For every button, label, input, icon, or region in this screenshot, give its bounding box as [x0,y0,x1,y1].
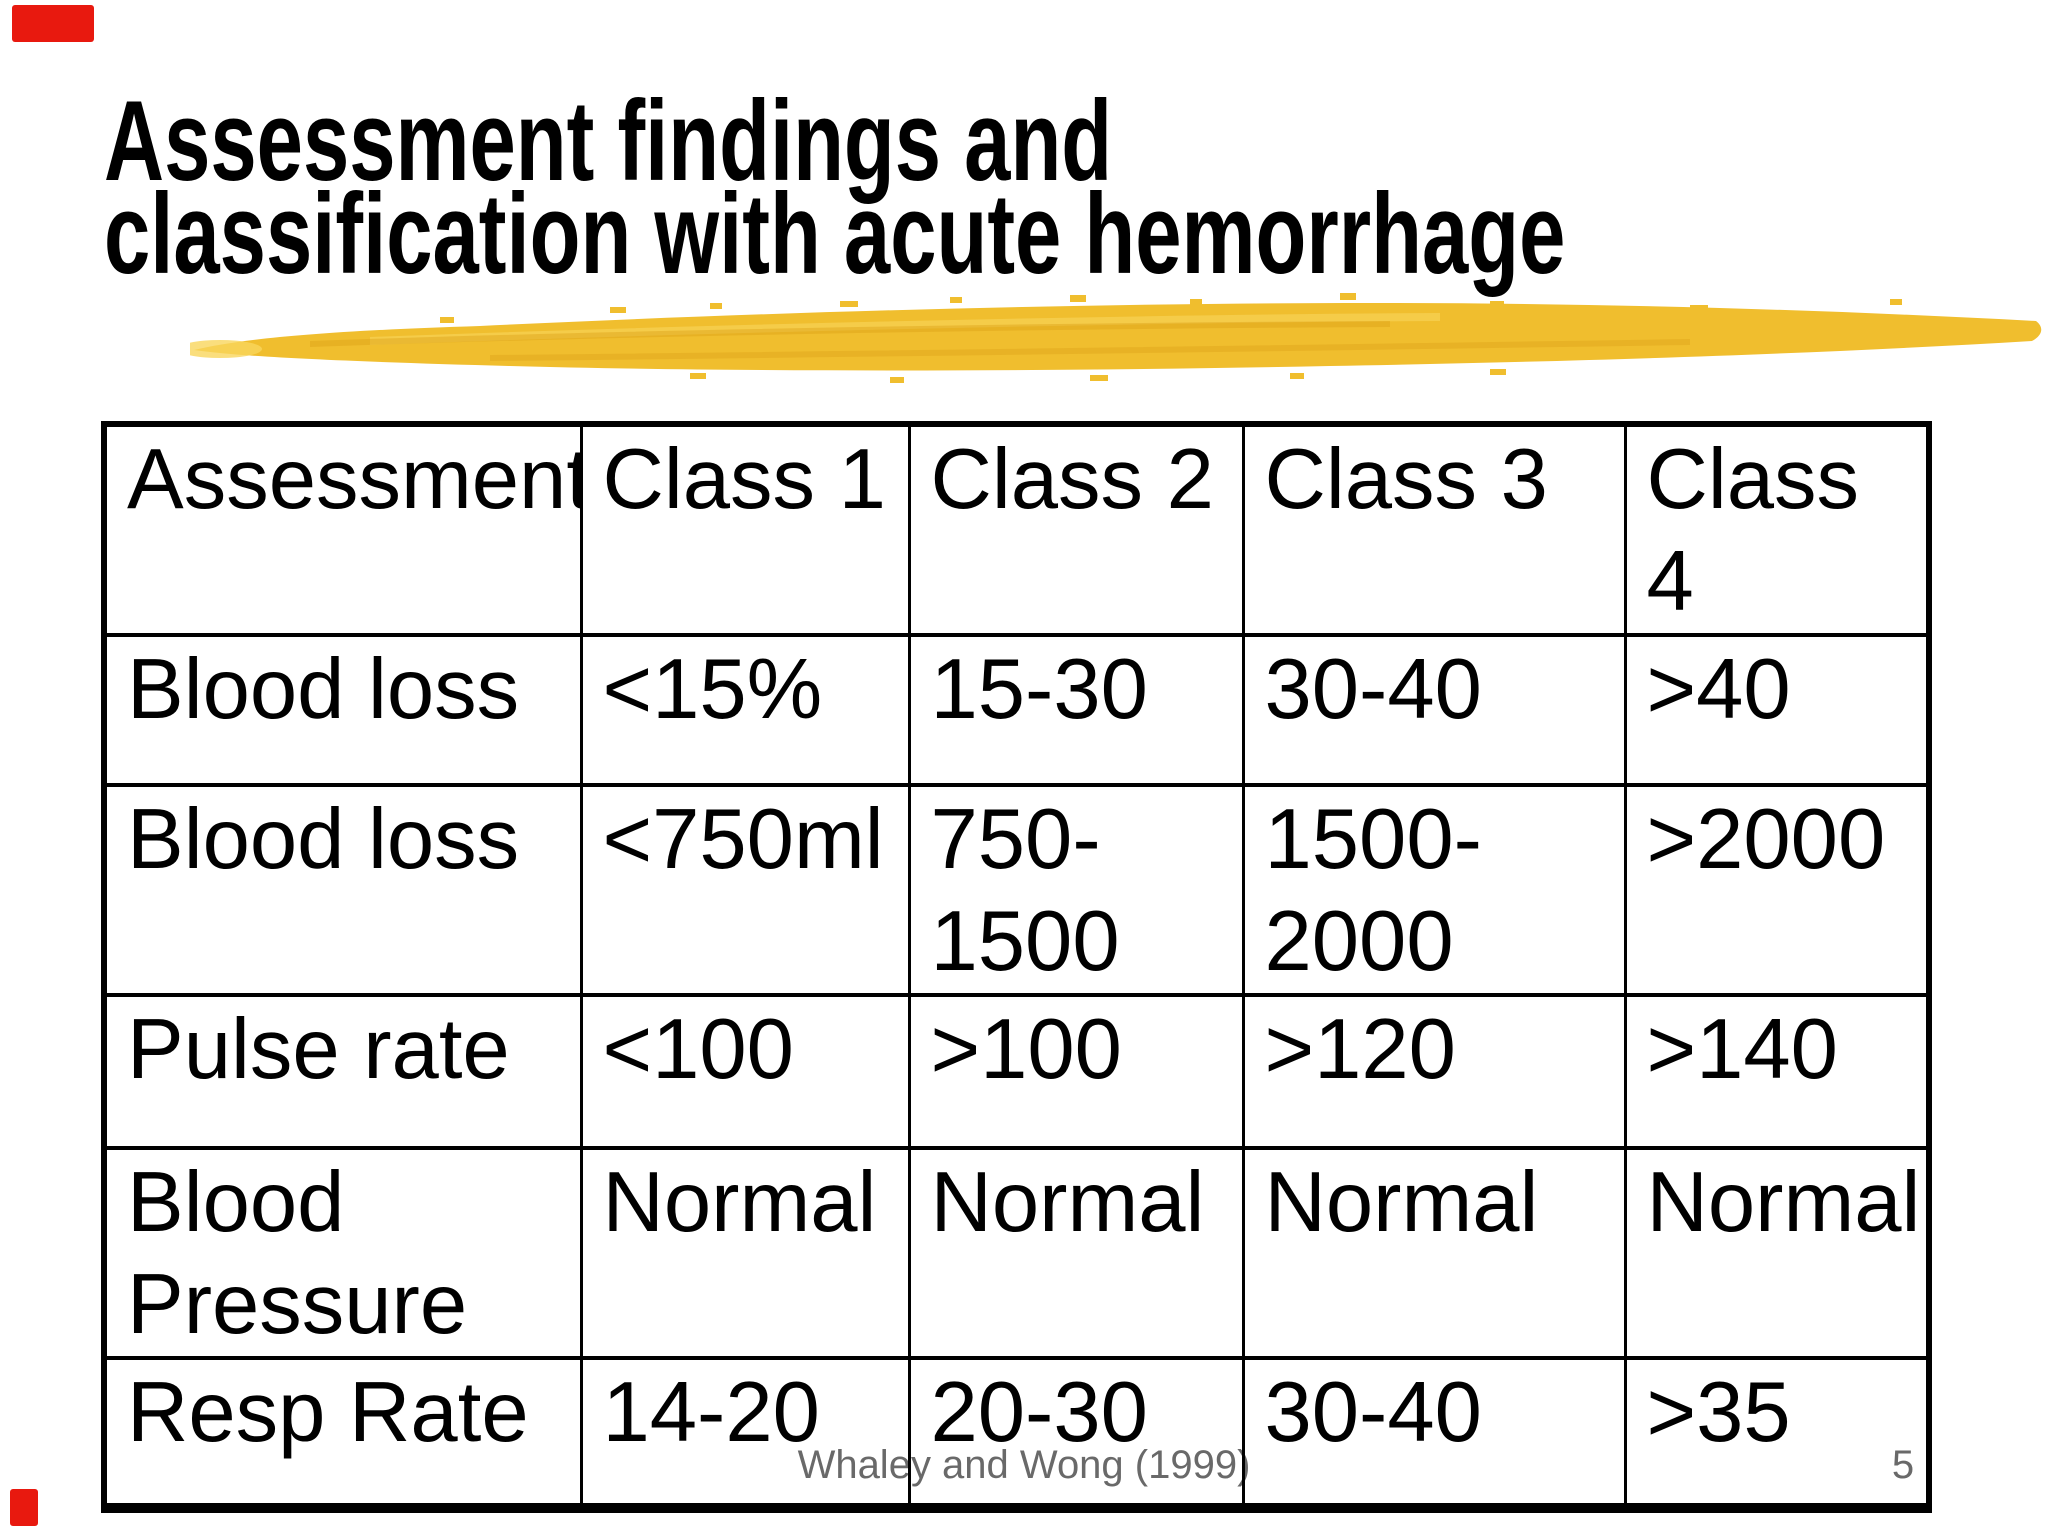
table-cell: Normal [907,1146,1245,1360]
table-cell: 14-20 [579,1356,911,1510]
table-cell: Normal [1623,1146,1931,1360]
table-cell: 750- 1500 [907,783,1245,997]
red-marker-accent-bottom-left [10,1489,38,1526]
table-row-resp-rate: Resp Rate 14-20 20-30 30-40 >35 [102,1356,1931,1510]
table-cell: 15-30 [907,633,1245,787]
slide-title-line2: classification with acute hemorrhage [104,171,1566,299]
slide-title: Assessment findings and classification w… [104,78,1566,299]
table-row-pulse-rate: Pulse rate <100 >100 >120 >140 [102,993,1931,1150]
column-header-class2: Class 2 [907,422,1245,637]
table-row-blood-loss-pct: Blood loss <15% 15-30 30-40 >40 [102,633,1931,787]
table-cell: <750ml [579,783,911,997]
table-cell: 1500- 2000 [1241,783,1627,997]
row-label: Blood loss [102,633,583,787]
table-cell: >40 [1623,633,1931,787]
table-cell: <15% [579,633,911,787]
slide-title-line1: Assessment findings and [104,78,1113,205]
table-row-blood-loss-ml: Blood loss <750ml 750- 1500 1500- 2000 >… [102,783,1931,997]
row-label: Blood Pressure [102,1146,583,1360]
table-cell: 30-40 [1241,633,1627,787]
table-cell: >140 [1623,993,1931,1150]
table-cell: Normal [579,1146,911,1360]
table-cell: >100 [907,993,1245,1150]
column-header-assessment: Assessment [102,422,583,637]
row-label: Pulse rate [102,993,583,1150]
red-marker-accent-top-left [12,5,94,42]
table-cell: >35 [1623,1356,1931,1510]
table-cell: >2000 [1623,783,1931,997]
column-header-class4: Class 4 [1623,422,1931,637]
table-cell: 30-40 [1241,1356,1627,1510]
yellow-highlighter-stroke [190,293,2042,383]
table-cell: Normal [1241,1146,1627,1360]
table-row-blood-pressure: Blood Pressure Normal Normal Normal Norm… [102,1146,1931,1360]
table-header-row: Assessment Class 1 Class 2 Class 3 Class… [102,422,1931,637]
row-label: Blood loss [102,783,583,997]
column-header-class1: Class 1 [579,422,911,637]
table-cell: 20-30 [907,1356,1245,1510]
row-label: Resp Rate [102,1356,583,1510]
column-header-class3: Class 3 [1241,422,1627,637]
table-cell: <100 [579,993,911,1150]
assessment-table: Assessment Class 1 Class 2 Class 3 Class… [101,421,1932,1513]
table-cell: >120 [1241,993,1627,1150]
